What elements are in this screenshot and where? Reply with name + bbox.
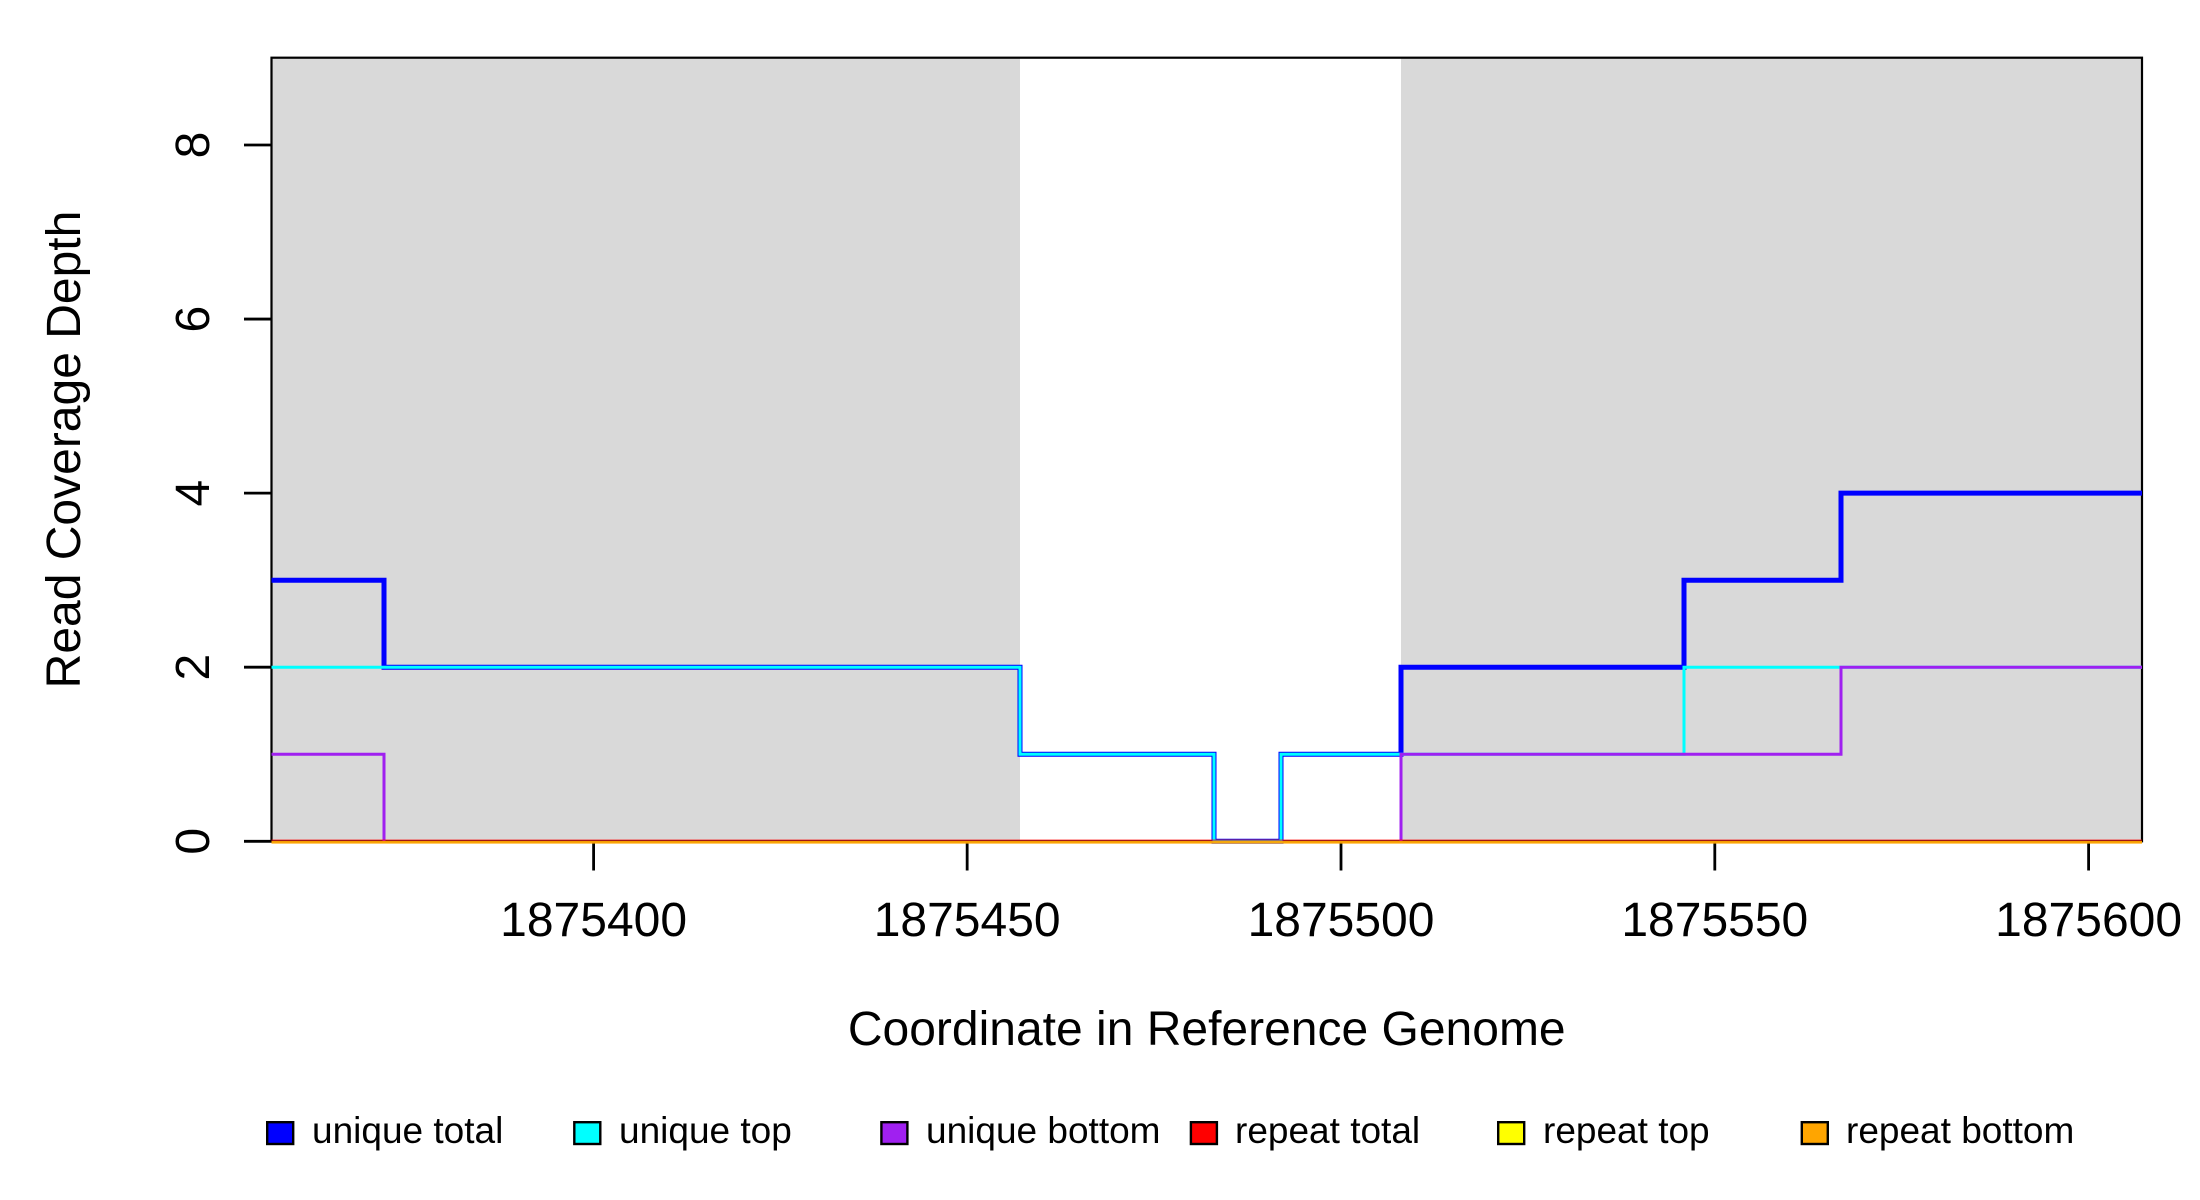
svg-text:4: 4 [167,480,220,507]
svg-text:1875450: 1875450 [874,894,1061,947]
svg-text:repeat top: repeat top [1543,1110,1710,1151]
svg-text:Read Coverage Depth: Read Coverage Depth [38,211,91,689]
svg-text:1875600: 1875600 [1995,894,2182,947]
svg-text:1875400: 1875400 [500,894,687,947]
svg-text:unique top: unique top [619,1110,792,1151]
svg-text:unique total: unique total [312,1110,503,1151]
svg-text:0: 0 [167,828,220,855]
svg-text:Coordinate in Reference Genome: Coordinate in Reference Genome [848,1003,1566,1056]
svg-text:6: 6 [167,306,220,333]
svg-text:1875500: 1875500 [1248,894,1435,947]
svg-text:8: 8 [167,132,220,159]
svg-text:2: 2 [167,654,220,681]
svg-text:unique bottom: unique bottom [926,1110,1161,1151]
svg-text:repeat bottom: repeat bottom [1846,1110,2074,1151]
svg-text:1875550: 1875550 [1621,894,1808,947]
svg-text:repeat total: repeat total [1235,1110,1420,1151]
